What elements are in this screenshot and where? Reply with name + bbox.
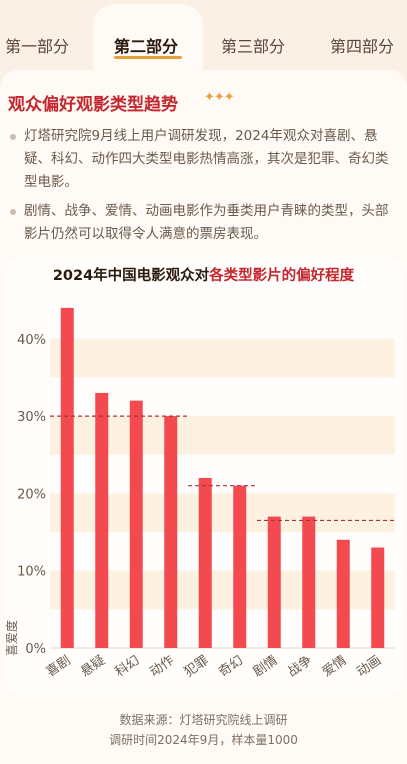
bar: [129, 400, 143, 648]
source-line-2: 调研时间2024年9月，样本量1000: [109, 733, 298, 747]
active-tab-indicator: [114, 56, 182, 59]
source-line-1: 数据来源：灯塔研究院线上调研: [119, 713, 288, 727]
y-tick-label: 0%: [25, 642, 46, 657]
bar: [302, 516, 316, 648]
y-tick-label: 40%: [17, 333, 46, 348]
chart-title-prefix: 2024年中国电影观众对: [52, 268, 210, 284]
bullet-item-1: 灯塔研究院9月线上用户调研发现，2024年观众对喜剧、悬疑、科幻、动作四大类型电…: [4, 125, 400, 194]
tab-part-4[interactable]: 第四部分: [330, 37, 395, 56]
x-tick-label: 喜剧: [44, 653, 74, 680]
x-tick-label: 战争: [285, 653, 315, 680]
y-axis-label: 喜爱度: [4, 620, 19, 656]
x-tick-label: 奇幻: [216, 652, 246, 680]
x-tick-label: 悬疑: [78, 652, 108, 680]
bullet-text-2: 剧情、战争、爱情、动画电影作为垂类用户青睐的类型，头部影片仍然可以取得令人满意的…: [24, 203, 389, 242]
bar: [267, 516, 281, 648]
tab-part-1[interactable]: 第一部分: [5, 37, 70, 56]
x-tick-label: 动作: [147, 653, 177, 680]
chart-title: 2024年中国电影观众对各类型影片的偏好程度: [0, 264, 407, 285]
bar: [336, 539, 350, 648]
bar: [233, 485, 247, 648]
bar: [164, 416, 178, 648]
grid-band: [50, 338, 395, 378]
sparkle-icon: ✦✦✦: [204, 90, 235, 105]
bar: [60, 307, 74, 648]
x-tick-label: 犯罪: [182, 653, 212, 680]
y-tick-label: 30%: [17, 410, 46, 425]
chart-title-highlight: 各类型影片的偏好程度: [209, 268, 355, 284]
bullet-text-1: 灯塔研究院9月线上用户调研发现，2024年观众对喜剧、悬疑、科幻、动作四大类型电…: [24, 128, 389, 190]
bullet-item-2: 剧情、战争、爱情、动画电影作为垂类用户青睐的类型，头部影片仍然可以取得令人满意的…: [4, 200, 400, 246]
tab-part-2[interactable]: 第二部分: [114, 37, 179, 56]
y-tick-label: 20%: [17, 487, 46, 502]
bar: [95, 392, 109, 648]
section-title: 观众偏好观影类型趋势: [8, 95, 178, 115]
tab-part-3[interactable]: 第三部分: [221, 37, 286, 56]
bar: [198, 477, 212, 648]
bar: [371, 547, 385, 648]
bullet-dot-icon: [10, 134, 16, 140]
bullet-dot-icon: [10, 209, 16, 215]
x-tick-label: 爱情: [320, 653, 350, 680]
y-tick-label: 10%: [17, 565, 46, 580]
x-tick-label: 动画: [354, 653, 384, 680]
x-tick-label: 科幻: [113, 653, 143, 680]
x-tick-label: 剧情: [251, 653, 281, 680]
